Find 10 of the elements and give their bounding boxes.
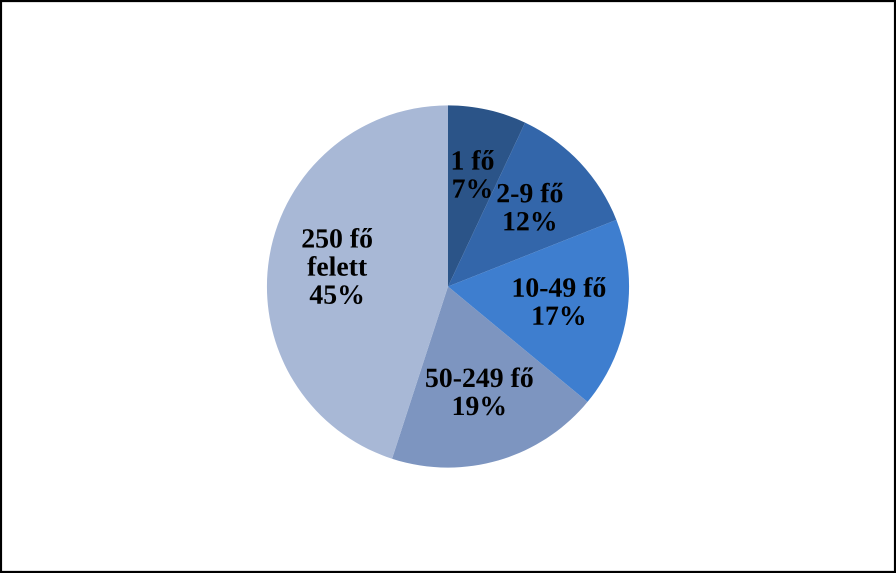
slice-label: 10-49 fő	[514, 277, 606, 297]
data-label: 12%	[504, 212, 556, 231]
data-label: 19%	[454, 396, 504, 416]
slice-label: 50-249 fő	[426, 367, 533, 388]
slice-label: 2-9 fő	[497, 182, 563, 203]
data-label: 17%	[533, 306, 584, 326]
data-label: 7%	[453, 179, 491, 198]
slice-label: 1 fő	[452, 150, 494, 170]
data-label: 45%	[310, 285, 362, 304]
slice-label: 250 fő felett	[302, 228, 372, 276]
